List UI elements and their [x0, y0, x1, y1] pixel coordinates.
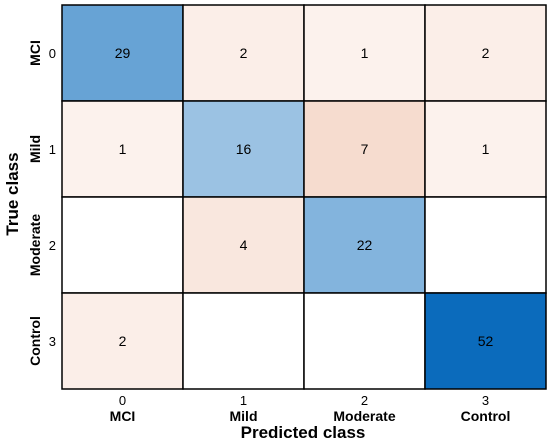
y-tick-name-3: Control: [27, 316, 43, 366]
matrix-cell-r1-c1: [182, 100, 305, 198]
x-axis-label: Predicted class: [241, 423, 366, 442]
cell-value-r0-c0: 29: [115, 45, 131, 61]
matrix-cells: 29 2 1 21 16 7 14 222 52: [61, 4, 547, 390]
matrix-cell-r2-c3: [424, 196, 547, 294]
x-tick-name-3: Control: [461, 408, 511, 424]
cell-value-r0-c1: 2: [240, 45, 248, 61]
y-tick-number-1: 1: [49, 142, 56, 157]
matrix-cell-r0-c1: [182, 4, 305, 102]
y-tick-name-1: Mild: [27, 135, 43, 163]
matrix-cell-r3-c2: [303, 292, 426, 390]
y-tick-name-2: Moderate: [27, 214, 43, 276]
matrix-cell-r0-c3: [424, 4, 547, 102]
y-tick-number-3: 3: [49, 334, 56, 349]
matrix-cell-r2-c0: [61, 196, 184, 294]
cell-value-r1-c0: 1: [119, 141, 127, 157]
x-tick-name-2: Moderate: [333, 408, 395, 424]
cell-value-r0-c3: 2: [482, 45, 490, 61]
matrix-cell-r3-c3: [424, 292, 547, 390]
x-tick-number-3: 3: [482, 393, 489, 408]
x-tick-number-2: 2: [361, 393, 368, 408]
cell-value-r2-c2: 22: [357, 237, 373, 253]
y-axis-ticks: 0 MCI 1 Mild 2 Moderate 3 Control: [27, 40, 56, 366]
x-tick-name-1: Mild: [230, 408, 258, 424]
cell-value-r3-c0: 2: [119, 333, 127, 349]
x-tick-name-0: MCI: [110, 408, 136, 424]
cell-value-r1-c3: 1: [482, 141, 490, 157]
cell-value-r1-c2: 7: [361, 141, 369, 157]
cell-value-r2-c1: 4: [240, 237, 248, 253]
cell-value-r3-c3: 52: [478, 333, 494, 349]
matrix-cell-r3-c1: [182, 292, 305, 390]
matrix-cell-r0-c0: [61, 4, 184, 102]
y-tick-name-0: MCI: [27, 40, 43, 66]
matrix-cell-r1-c3: [424, 100, 547, 198]
y-tick-number-2: 2: [49, 238, 56, 253]
cell-value-r1-c1: 16: [236, 141, 252, 157]
cell-value-r0-c2: 1: [361, 45, 369, 61]
x-tick-number-0: 0: [119, 393, 126, 408]
matrix-cell-r2-c2: [303, 196, 426, 294]
y-tick-number-0: 0: [49, 46, 56, 61]
y-axis-label: True class: [3, 152, 22, 235]
x-tick-number-1: 1: [240, 393, 247, 408]
matrix-cell-r0-c2: [303, 4, 426, 102]
